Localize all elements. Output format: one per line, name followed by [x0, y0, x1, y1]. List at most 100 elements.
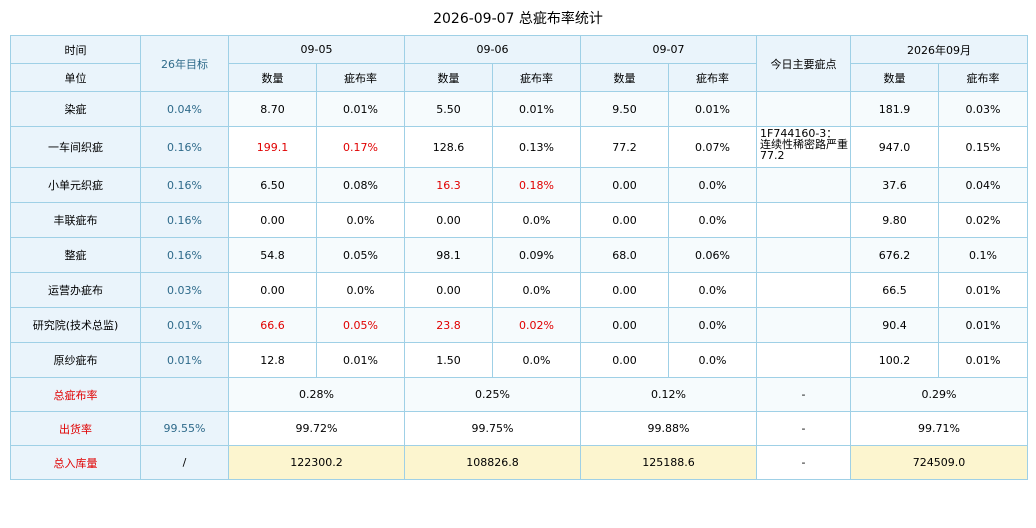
- table-row: 染疵 0.04% 8.70 0.01% 5.50 0.01% 9.50 0.01…: [10, 91, 1028, 127]
- qty-cell: 0.00: [228, 202, 317, 238]
- summary-value: 108826.8: [404, 445, 581, 480]
- rate-cell: 0.0%: [492, 272, 581, 308]
- header-row-2: 单位 数量 疵布率 数量 疵布率 数量 疵布率 数量 疵布率: [10, 63, 1028, 92]
- qty-cell: 9.50: [580, 91, 669, 127]
- header-unit: 单位: [10, 63, 141, 92]
- rate-cell: 0.05%: [316, 307, 405, 343]
- target-cell: 99.55%: [140, 411, 229, 446]
- qty-cell: 0.00: [228, 272, 317, 308]
- main-defect-cell: [756, 202, 851, 238]
- table-row: 研究院(技术总监) 0.01% 66.6 0.05% 23.8 0.02% 0.…: [10, 307, 1028, 343]
- row-label: 丰联疵布: [10, 202, 141, 238]
- header-target: 26年目标: [140, 35, 229, 92]
- summary-row-total-defect-rate: 总疵布率 0.28% 0.25% 0.12% - 0.29%: [10, 377, 1028, 412]
- main-defect-cell: [756, 237, 851, 273]
- table-row: 整疵 0.16% 54.8 0.05% 98.1 0.09% 68.0 0.06…: [10, 237, 1028, 273]
- report-title: 2026-09-07 总疵布率统计: [433, 11, 603, 27]
- table-row: 运营办疵布 0.03% 0.00 0.0% 0.00 0.0% 0.00 0.0…: [10, 272, 1028, 308]
- qty-cell: 0.00: [404, 272, 493, 308]
- month-rate-cell: 0.01%: [938, 307, 1028, 343]
- table-row: 原纱疵布 0.01% 12.8 0.01% 1.50 0.0% 0.00 0.0…: [10, 342, 1028, 378]
- month-qty-cell: 100.2: [850, 342, 939, 378]
- rate-cell: 0.0%: [668, 307, 757, 343]
- qty-cell: 6.50: [228, 167, 317, 203]
- qty-cell: 1.50: [404, 342, 493, 378]
- month-qty-cell: 9.80: [850, 202, 939, 238]
- target-cell: 0.16%: [140, 237, 229, 273]
- qty-cell: 0.00: [580, 202, 669, 238]
- rate-cell: 0.0%: [668, 342, 757, 378]
- summary-note: -: [756, 411, 851, 446]
- summary-value: 0.12%: [580, 377, 757, 412]
- row-label: 整疵: [10, 237, 141, 273]
- defect-rate-table: 时间 26年目标 09-05 09-06 09-07 今日主要疵点 2026年0…: [10, 35, 1028, 480]
- rate-cell: 0.01%: [492, 91, 581, 127]
- header-month: 2026年09月: [850, 35, 1028, 64]
- qty-cell: 0.00: [404, 202, 493, 238]
- target-cell: 0.16%: [140, 126, 229, 168]
- header-date-3: 09-07: [580, 35, 757, 64]
- rate-cell: 0.0%: [316, 272, 405, 308]
- header-main-defect: 今日主要疵点: [756, 35, 851, 92]
- qty-cell: 12.8: [228, 342, 317, 378]
- rate-cell: 0.13%: [492, 126, 581, 168]
- summary-month-value: 99.71%: [850, 411, 1028, 446]
- summary-value: 99.88%: [580, 411, 757, 446]
- rate-cell: 0.0%: [492, 202, 581, 238]
- rate-cell: 0.05%: [316, 237, 405, 273]
- rate-cell: 0.01%: [668, 91, 757, 127]
- qty-cell: 77.2: [580, 126, 669, 168]
- rate-cell: 0.0%: [316, 202, 405, 238]
- target-cell: 0.01%: [140, 342, 229, 378]
- summary-value: 0.25%: [404, 377, 581, 412]
- qty-cell: 66.6: [228, 307, 317, 343]
- qty-cell: 5.50: [404, 91, 493, 127]
- rate-cell: 0.06%: [668, 237, 757, 273]
- header-row-1: 时间 26年目标 09-05 09-06 09-07 今日主要疵点 2026年0…: [10, 35, 1028, 92]
- target-cell: 0.16%: [140, 167, 229, 203]
- rate-cell: 0.01%: [316, 342, 405, 378]
- header-qty: 数量: [580, 63, 669, 92]
- rate-cell: 0.0%: [492, 342, 581, 378]
- rate-cell: 0.18%: [492, 167, 581, 203]
- qty-cell: 0.00: [580, 167, 669, 203]
- row-label: 一车间织疵: [10, 126, 141, 168]
- target-cell: [140, 377, 229, 412]
- summary-label: 出货率: [10, 411, 141, 446]
- qty-cell: 0.00: [580, 342, 669, 378]
- month-rate-cell: 0.03%: [938, 91, 1028, 127]
- table-row: 一车间织疵 0.16% 199.1 0.17% 128.6 0.13% 77.2…: [10, 126, 1028, 168]
- table-row: 丰联疵布 0.16% 0.00 0.0% 0.00 0.0% 0.00 0.0%…: [10, 202, 1028, 238]
- header-qty: 数量: [228, 63, 317, 92]
- summary-value: 0.28%: [228, 377, 405, 412]
- summary-value: 99.75%: [404, 411, 581, 446]
- header-rate: 疵布率: [938, 63, 1028, 92]
- row-label: 原纱疵布: [10, 342, 141, 378]
- header-date-1: 09-05: [228, 35, 405, 64]
- main-defect-cell: [756, 342, 851, 378]
- summary-value: 125188.6: [580, 445, 757, 480]
- rate-cell: 0.08%: [316, 167, 405, 203]
- summary-label: 总疵布率: [10, 377, 141, 412]
- qty-cell: 16.3: [404, 167, 493, 203]
- main-defect-cell: [756, 272, 851, 308]
- row-label: 染疵: [10, 91, 141, 127]
- row-label: 小单元织疵: [10, 167, 141, 203]
- target-cell: /: [140, 445, 229, 480]
- header-time: 时间: [10, 35, 141, 64]
- summary-note: -: [756, 445, 851, 480]
- header-qty: 数量: [404, 63, 493, 92]
- month-rate-cell: 0.02%: [938, 202, 1028, 238]
- qty-cell: 199.1: [228, 126, 317, 168]
- qty-cell: 0.00: [580, 307, 669, 343]
- month-rate-cell: 0.1%: [938, 237, 1028, 273]
- summary-value: 99.72%: [228, 411, 405, 446]
- target-cell: 0.03%: [140, 272, 229, 308]
- target-cell: 0.16%: [140, 202, 229, 238]
- header-date-2: 09-06: [404, 35, 581, 64]
- rate-cell: 0.07%: [668, 126, 757, 168]
- summary-month-value: 0.29%: [850, 377, 1028, 412]
- main-defect-cell: 1F744160-3：连续性稀密路严重77.2: [756, 126, 851, 168]
- qty-cell: 54.8: [228, 237, 317, 273]
- target-cell: 0.01%: [140, 307, 229, 343]
